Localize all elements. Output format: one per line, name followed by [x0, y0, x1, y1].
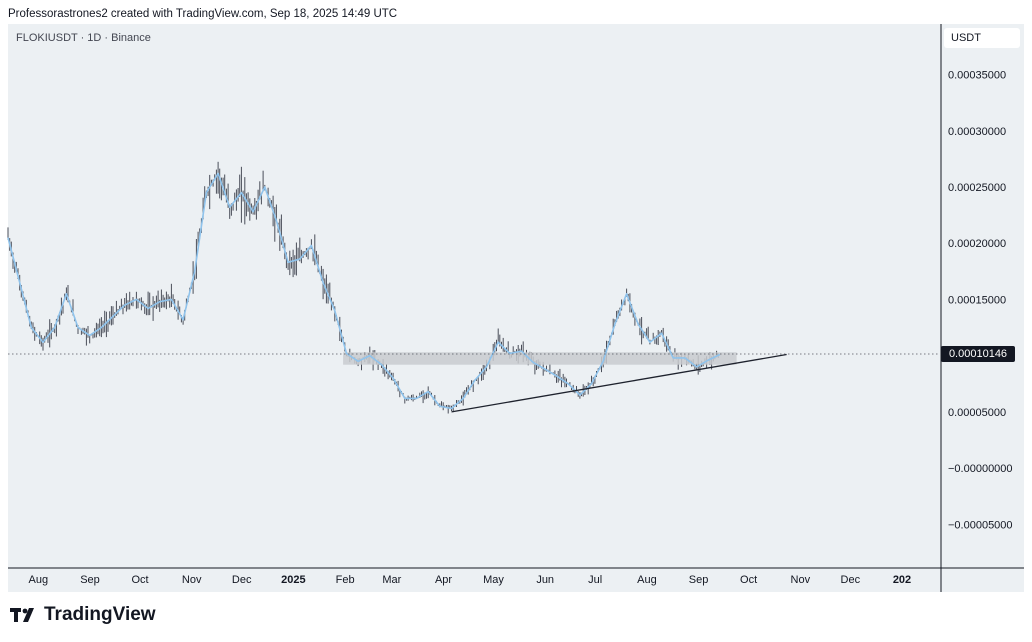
- price-line[interactable]: [7, 172, 721, 410]
- x-tick-label: Dec: [841, 574, 861, 586]
- x-tick-label: Mar: [382, 574, 401, 586]
- candles-layer: [7, 161, 719, 414]
- y-tick-label: 0.00005000: [948, 407, 1006, 419]
- y-tick-label: −0.00000000: [948, 463, 1013, 475]
- tradingview-logo-icon: [10, 608, 34, 622]
- support-zone[interactable]: [343, 352, 737, 365]
- y-tick-label: 0.00025000: [948, 182, 1006, 194]
- chart-area[interactable]: [8, 24, 1024, 592]
- x-tick-label: Dec: [232, 574, 252, 586]
- price-axis: 0.00035000 0.00030000 0.00025000 0.00020000…: [948, 70, 1013, 532]
- y-tick-label: 0.00020000: [948, 238, 1006, 250]
- y-tick-label: 0.00030000: [948, 126, 1006, 138]
- x-tick-label: Apr: [435, 574, 452, 586]
- symbol-label: FLOKIUSDT · 1D · Binance: [16, 32, 151, 44]
- x-tick-label: May: [483, 574, 504, 586]
- x-tick-label: Jul: [588, 574, 602, 586]
- x-tick-label: Aug: [29, 574, 49, 586]
- x-tick-label: Aug: [637, 574, 657, 586]
- x-tick-label: Jun: [536, 574, 554, 586]
- x-tick-label: Nov: [791, 574, 811, 586]
- ascending-trendline[interactable]: [451, 353, 787, 413]
- time-axis: Aug Sep Oct Nov Dec 2025 Feb Mar Apr May Jun Jul Aug…: [29, 574, 912, 586]
- x-tick-label: Sep: [80, 574, 100, 586]
- support-zone-layer: [343, 352, 737, 365]
- y-tick-label: −0.00005000: [948, 519, 1013, 531]
- current-price-tag: 0.00010146: [941, 346, 1015, 362]
- x-tick-label: Sep: [689, 574, 709, 586]
- x-tick-label: Nov: [182, 574, 202, 586]
- y-tick-label: 0.00015000: [948, 294, 1006, 306]
- chart-caption: Professorastrones2 created with TradingV…: [8, 8, 398, 20]
- currency-selector[interactable]: USDT: [944, 28, 1020, 48]
- brand-name: TradingView: [44, 604, 156, 625]
- x-tick-label: Oct: [740, 574, 757, 586]
- brand[interactable]: TradingView: [10, 604, 156, 626]
- x-tick-label: Oct: [131, 574, 148, 586]
- x-tick-label: Feb: [336, 574, 355, 586]
- y-tick-label: 0.00035000: [948, 70, 1006, 82]
- x-tick-label: 2025: [281, 574, 305, 586]
- x-tick-label: 202: [893, 574, 911, 586]
